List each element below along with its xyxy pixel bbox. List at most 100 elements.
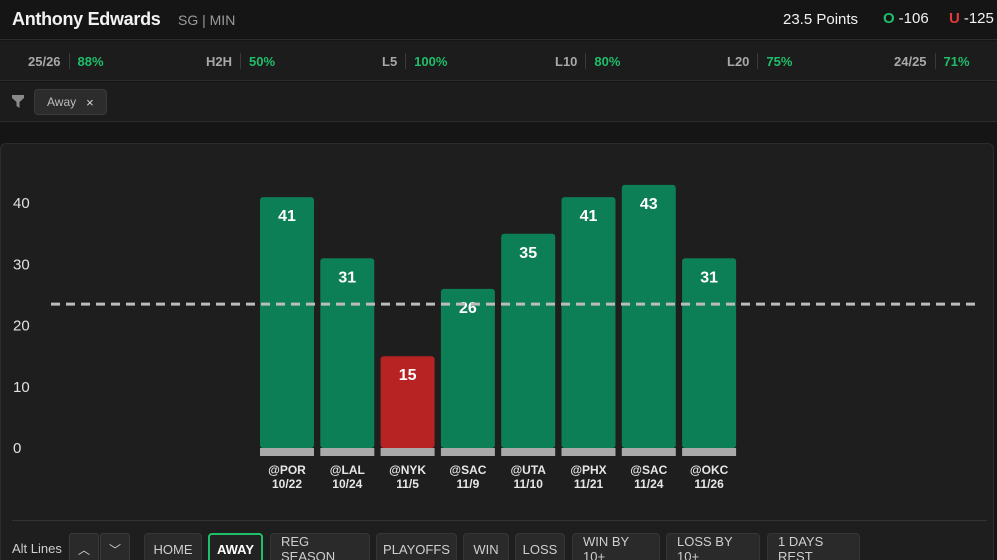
- stat-25-26[interactable]: 25/26 88%: [28, 53, 104, 69]
- stat-pct: 50%: [249, 53, 276, 69]
- stat-divider: [405, 53, 407, 69]
- prop-line: 23.5 Points: [783, 11, 859, 28]
- filter-icon[interactable]: [12, 95, 24, 109]
- x-tick-date: 10/22: [272, 477, 302, 491]
- x-tick-date: 11/26: [694, 477, 724, 491]
- bar-value-label: 31: [338, 269, 356, 286]
- bar-value-label: 15: [399, 367, 417, 384]
- filter-win-by-10-button[interactable]: WIN BY 10+: [572, 533, 660, 560]
- stat-label: H2H: [206, 53, 233, 69]
- bar[interactable]: [501, 233, 556, 448]
- stat-label: L20: [727, 53, 750, 69]
- y-tick-label: 30: [13, 256, 30, 273]
- stat-l10[interactable]: L10 80%: [555, 53, 620, 69]
- bar-value-label: 41: [580, 208, 598, 225]
- chevron-up-icon: ︿: [77, 542, 90, 557]
- bar-base-stub: [380, 448, 435, 456]
- bar[interactable]: [380, 356, 435, 448]
- filter-reg-season-button[interactable]: REG SEASON: [270, 533, 370, 560]
- alt-line-down-button[interactable]: ﹀: [100, 533, 130, 560]
- stat-label: 25/26: [28, 53, 61, 69]
- filter-loss-button[interactable]: LOSS: [515, 533, 565, 560]
- player-name: Anthony Edwards: [12, 9, 161, 29]
- over-odds-value: -106: [898, 10, 929, 27]
- game-log-chart: 0 10 20 30 40 41 @POR 10/22 31 @LAL 10/24 15 @NYK 11/…: [0, 143, 994, 560]
- x-tick-opponent: @NYK: [389, 463, 426, 477]
- bar[interactable]: [621, 184, 676, 448]
- under-odds-value: -125: [963, 10, 994, 27]
- stat-label: L5: [382, 53, 398, 69]
- filter-win-button[interactable]: WIN: [463, 533, 509, 560]
- bar[interactable]: [260, 197, 314, 448]
- x-tick-date: 10/24: [332, 477, 362, 491]
- player-header: Anthony Edwards SG | MIN 23.5 Points O -1…: [0, 0, 997, 40]
- stat-pct: 88%: [77, 53, 104, 69]
- y-tick-label: 10: [13, 379, 30, 396]
- alt-line-up-button[interactable]: ︿: [69, 533, 99, 560]
- y-tick-label: 20: [13, 318, 30, 335]
- stat-l20[interactable]: L20 75%: [727, 53, 792, 69]
- chevron-down-icon: ﹀: [108, 542, 121, 557]
- stat-divider: [240, 53, 242, 69]
- chip-label: Away: [47, 95, 77, 109]
- bar-base-stub: [260, 448, 314, 456]
- x-tick-date: 11/24: [634, 477, 664, 491]
- away-filter-chip[interactable]: Away ×: [34, 89, 107, 115]
- filter-1-days-rest-button[interactable]: 1 DAYS REST: [767, 533, 860, 560]
- bottom-filter-bar: Alt Lines ︿ ﹀ HOME AWAY REG SEASON PLAYO…: [12, 520, 987, 560]
- stat-pct: 75%: [766, 53, 793, 69]
- y-tick-label: 0: [13, 440, 21, 457]
- bar-base-stub: [561, 448, 616, 456]
- bar-base-stub: [501, 448, 556, 456]
- stat-label: L10: [555, 53, 578, 69]
- x-tick-date: 11/9: [457, 477, 480, 491]
- stat-h2h[interactable]: H2H 50%: [206, 53, 275, 69]
- filter-playoffs-button[interactable]: PLAYOFFS: [376, 533, 457, 560]
- alt-lines-label: Alt Lines: [12, 541, 62, 556]
- filter-loss-by-10-button[interactable]: LOSS BY 10+: [666, 533, 760, 560]
- bar[interactable]: [682, 258, 737, 448]
- x-tick-opponent: @POR: [268, 463, 306, 477]
- stat-divider: [585, 53, 587, 69]
- bar-value-label: 41: [278, 208, 296, 225]
- stat-pct: 100%: [414, 53, 448, 69]
- stat-divider: [934, 53, 936, 69]
- bar-base-stub: [320, 448, 375, 456]
- stat-pct: 71%: [943, 53, 970, 69]
- bar-value-label: 31: [700, 269, 718, 286]
- bar[interactable]: [440, 288, 495, 448]
- y-tick-label: 40: [13, 195, 30, 212]
- x-tick-opponent: @OKC: [690, 463, 729, 477]
- x-tick-opponent: @LAL: [330, 463, 365, 477]
- x-tick-opponent: @SAC: [630, 463, 667, 477]
- stat-divider: [68, 53, 70, 69]
- x-tick-date: 11/21: [574, 477, 604, 491]
- x-tick-date: 11/5: [396, 477, 419, 491]
- stat-24-25[interactable]: 24/25 71%: [894, 53, 970, 69]
- under-odds[interactable]: U -125: [949, 10, 994, 27]
- x-tick-opponent: @SAC: [449, 463, 486, 477]
- stat-l5[interactable]: L5 100%: [382, 53, 447, 69]
- bar-value-label: 26: [459, 300, 477, 317]
- over-odds[interactable]: O -106: [883, 10, 929, 27]
- x-tick-opponent: @PHX: [570, 463, 606, 477]
- stat-pct: 80%: [594, 53, 621, 69]
- player-position-team: SG | MIN: [178, 12, 236, 28]
- hit-rate-row: 25/26 88% H2H 50% L5 100% L10 80% L20 75% 24/…: [0, 41, 997, 81]
- stat-divider: [757, 53, 759, 69]
- bar-base-stub: [621, 448, 676, 456]
- bar[interactable]: [561, 197, 616, 448]
- filter-away-button[interactable]: AWAY: [208, 533, 263, 560]
- bar-base-stub: [440, 448, 495, 456]
- close-icon[interactable]: ×: [86, 94, 94, 110]
- under-label: U: [949, 10, 960, 27]
- stat-label: 24/25: [894, 53, 927, 69]
- bar[interactable]: [320, 258, 375, 448]
- bar-base-stub: [682, 448, 737, 456]
- bar-value-label: 43: [640, 196, 658, 213]
- over-label: O: [883, 10, 895, 27]
- filter-home-button[interactable]: HOME: [144, 533, 202, 560]
- bar-chart: 01020304041@POR10/2231@LAL10/2415@NYK11/…: [13, 184, 977, 491]
- x-tick-date: 11/10: [514, 477, 544, 491]
- bar-value-label: 35: [519, 245, 537, 262]
